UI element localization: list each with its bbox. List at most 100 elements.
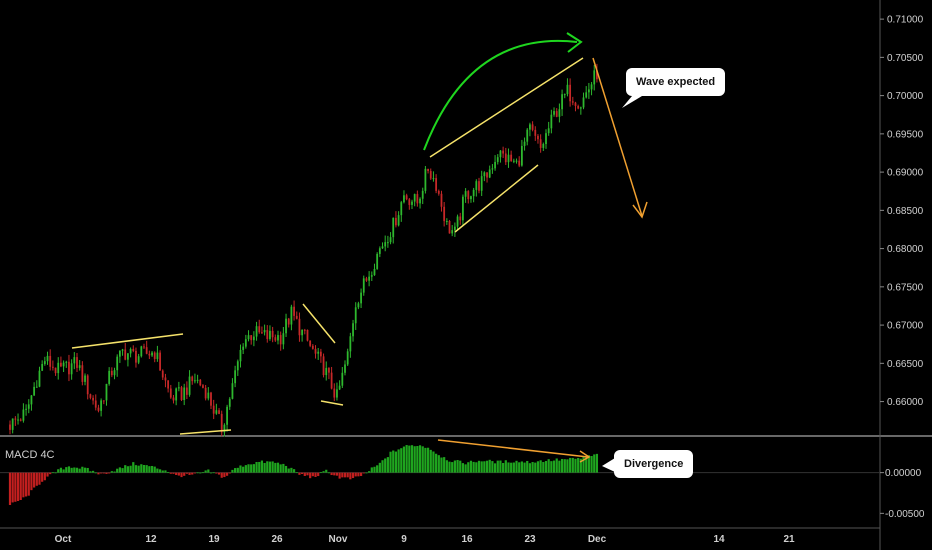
candle-body xyxy=(185,387,188,395)
candle-body xyxy=(467,191,470,200)
candle-body xyxy=(86,375,89,395)
candle-body xyxy=(381,246,384,249)
candle-body xyxy=(534,129,537,136)
macd-bar xyxy=(263,462,266,473)
candle-body xyxy=(448,221,451,234)
macd-bar xyxy=(539,460,542,473)
candle-body xyxy=(389,237,392,243)
candle-body xyxy=(437,190,440,194)
macd-bar xyxy=(185,472,188,474)
candle-body xyxy=(124,349,127,360)
candle-body xyxy=(542,144,545,148)
candle-body xyxy=(194,380,196,382)
macd-bar xyxy=(378,462,381,473)
candle-body xyxy=(266,330,269,339)
candle-body xyxy=(188,376,191,395)
macd-bar xyxy=(113,471,116,473)
macd-bar xyxy=(282,463,285,473)
candle-body xyxy=(419,198,421,204)
macd-bar xyxy=(432,451,435,473)
macd-bar xyxy=(14,472,17,502)
candle-body xyxy=(472,189,475,197)
macd-bar xyxy=(496,460,499,473)
macd-bar xyxy=(287,468,290,473)
macd-bar xyxy=(247,464,250,473)
time-tick-label: Oct xyxy=(55,534,72,545)
candle-body xyxy=(164,377,167,381)
candle-body xyxy=(349,336,352,352)
candle-body xyxy=(504,153,507,163)
candle-body xyxy=(440,193,443,207)
macd-bar xyxy=(271,461,274,473)
macd-bar xyxy=(164,470,167,473)
macd-bar xyxy=(343,472,347,478)
candle-body xyxy=(386,242,389,244)
candle-body xyxy=(488,169,491,178)
candle-body xyxy=(499,150,502,158)
macd-bar xyxy=(515,460,518,473)
callout-pointer xyxy=(602,458,615,472)
macd-bar xyxy=(351,472,355,479)
candle-body xyxy=(354,307,357,324)
candle-body xyxy=(587,89,590,93)
candle-body xyxy=(486,172,488,178)
time-axis[interactable]: Oct 12 19 26 Nov 9 16 23 Dec 14 21 xyxy=(55,534,795,545)
candle-body xyxy=(330,372,333,389)
macd-bar xyxy=(43,472,46,481)
macd-bar xyxy=(78,468,81,473)
macd-bar xyxy=(183,472,186,476)
candle-body xyxy=(480,176,483,191)
macd-bar xyxy=(49,472,52,475)
macd-bar xyxy=(279,464,282,473)
candle-body xyxy=(19,419,22,421)
candle-body xyxy=(78,365,81,368)
price-axis[interactable]: 0.71000 0.70500 0.70000 0.69500 0.69000 0.685… xyxy=(880,15,924,408)
macd-bar xyxy=(148,466,151,473)
candle-body xyxy=(585,92,588,98)
macd-bar xyxy=(397,449,400,473)
macd-bar xyxy=(67,466,71,473)
macd-bar xyxy=(410,445,414,473)
macd-bar xyxy=(8,472,12,506)
candle-body xyxy=(135,350,137,363)
macd-axis[interactable]: 0.00000 -0.00500 xyxy=(880,468,925,520)
macd-bar xyxy=(295,472,298,474)
candle-body xyxy=(346,351,349,365)
macd-bar xyxy=(536,461,540,473)
channel-lower-line xyxy=(454,164,539,233)
macd-bar xyxy=(416,446,419,473)
macd-bar xyxy=(89,471,92,473)
candle-body xyxy=(362,278,365,293)
candle-body xyxy=(261,332,263,334)
macd-bar xyxy=(301,472,304,474)
macd-indicator-label[interactable]: MACD 4C xyxy=(5,449,55,461)
candle-body xyxy=(341,372,344,386)
candle-body xyxy=(223,424,226,433)
macd-bar xyxy=(483,461,486,473)
candle-body xyxy=(250,335,253,341)
candle-body xyxy=(571,101,574,103)
candle-body xyxy=(496,157,499,162)
macd-bar xyxy=(274,462,277,473)
candle-body xyxy=(453,226,456,231)
candle-body xyxy=(108,370,111,384)
candle-body xyxy=(376,253,379,269)
candle-body xyxy=(531,124,534,130)
macd-tick-label: 0.00000 xyxy=(885,468,922,479)
candle-body xyxy=(33,386,36,396)
time-tick-label: 9 xyxy=(401,534,407,545)
expected-wave-arc xyxy=(423,39,578,151)
candle-body xyxy=(207,392,210,399)
macd-bar xyxy=(381,460,384,473)
macd-bar xyxy=(542,462,545,473)
candle-body xyxy=(464,191,467,197)
macd-bar xyxy=(426,447,430,473)
candle-body xyxy=(244,339,247,347)
candle-body xyxy=(97,407,100,411)
divergence-line xyxy=(437,439,589,458)
macd-bar xyxy=(108,472,111,474)
candle-body xyxy=(156,352,159,359)
candle-body xyxy=(515,160,518,162)
candle-body xyxy=(421,190,424,199)
